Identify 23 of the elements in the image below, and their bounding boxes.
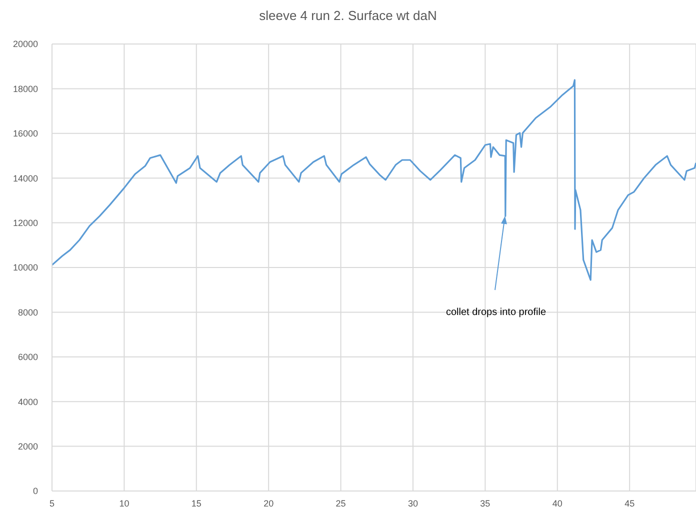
chart-title: sleeve 4 run 2. Surface wt daN (258, 8, 438, 23)
y-tick-label: 16000 (12, 128, 38, 139)
y-tick-label: 4000 (18, 396, 38, 407)
y-tick-label: 2000 (18, 441, 38, 452)
x-tick-label: 15 (191, 498, 202, 508)
y-tick-label: 14000 (12, 173, 38, 184)
x-tick-label: 20 (264, 498, 274, 508)
x-tick-label: 25 (336, 498, 346, 508)
y-tick-label: 12000 (12, 218, 38, 228)
y-tick-label: 18000 (12, 84, 38, 94)
y-tick-label: 0 (32, 486, 38, 496)
x-tick-label: 35 (480, 498, 490, 508)
x-tick-label: 40 (552, 498, 562, 508)
y-tick-label: 20000 (12, 39, 38, 50)
x-tick-label: 30 (408, 498, 418, 508)
x-tick-label: 10 (119, 498, 130, 508)
x-tick-label: 5 (49, 498, 55, 508)
x-tick-label: 45 (624, 498, 635, 508)
line-series (52, 79, 696, 281)
y-tick-label: 6000 (18, 352, 38, 362)
y-tick-label: 10000 (12, 262, 38, 273)
y-tick-label: 8000 (18, 307, 38, 318)
annotation: collet drops into profile (446, 307, 546, 318)
